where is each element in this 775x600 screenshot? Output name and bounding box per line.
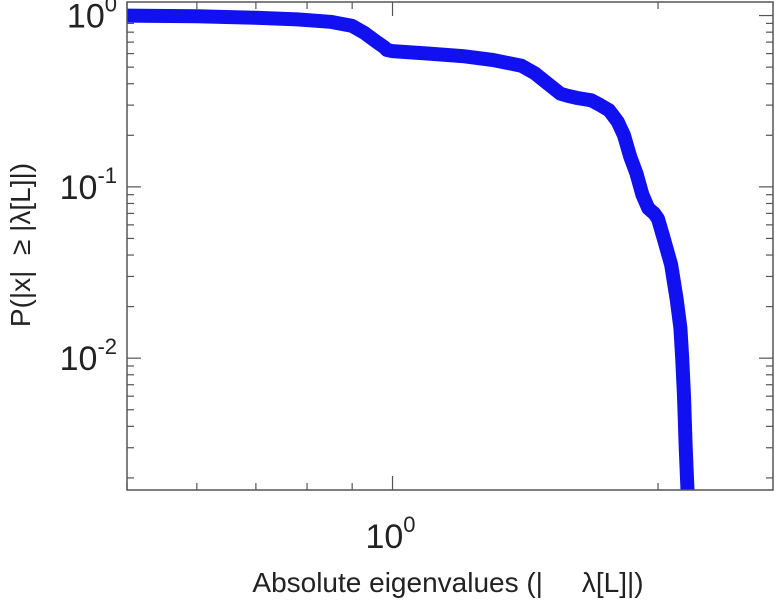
y-tick-labels: 100 10-1 10-2 (60, 0, 117, 378)
x-axis-label: Absolute eigenvalues (| λ[L]|) (252, 567, 643, 598)
y-axis-label: P(|x| ≥ |λ[L]|) (5, 163, 36, 327)
tick-marks (126, 2, 773, 490)
x-tick-label: 100 (365, 512, 415, 556)
y-tick-label: 10-1 (60, 163, 117, 207)
x-tick-labels: 100 (365, 512, 415, 556)
series-line (126, 8, 695, 491)
plot-frame (126, 1, 774, 491)
y-tick-label: 10-2 (60, 334, 117, 378)
y-tick-label: 100 (67, 0, 117, 36)
